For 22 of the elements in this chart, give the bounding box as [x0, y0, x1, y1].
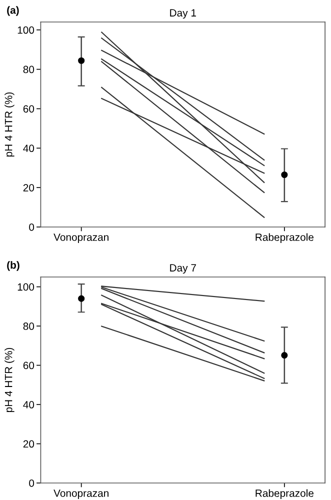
text: (b) — [7, 261, 20, 271]
x-tick-label: Vonoprazan — [54, 490, 108, 499]
y-tick-label: 100 — [18, 283, 34, 291]
y-tick-label: 80 — [23, 322, 34, 330]
x-tick-label: Rabeprazole — [256, 233, 314, 243]
y-tick-label: 80 — [23, 66, 34, 74]
y-tick-label: 40 — [23, 144, 34, 152]
y-axis-title: pH 4 HTR (%) — [4, 92, 14, 157]
chart-title: Day 1 — [170, 9, 196, 19]
y-tick-label: 60 — [23, 362, 34, 370]
chart-title: Day 7 — [170, 264, 196, 274]
text: (a) — [7, 6, 19, 16]
y-tick-label: 20 — [23, 440, 34, 448]
y-tick-label: 40 — [23, 401, 34, 408]
x-tick-label: Vonoprazan — [54, 234, 108, 243]
y-tick-label: 0 — [29, 480, 34, 487]
y-tick-label: 100 — [18, 26, 34, 34]
y-tick-label: 60 — [23, 105, 34, 113]
y-axis-title: pH 4 HTR (%) — [4, 348, 14, 412]
y-tick-label: 20 — [23, 184, 34, 192]
x-tick-label: Rabeprazole — [256, 489, 314, 499]
y-tick-label: 0 — [29, 224, 34, 231]
